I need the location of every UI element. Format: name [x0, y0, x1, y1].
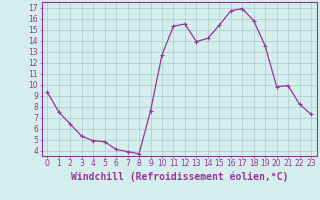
- X-axis label: Windchill (Refroidissement éolien,°C): Windchill (Refroidissement éolien,°C): [70, 171, 288, 182]
